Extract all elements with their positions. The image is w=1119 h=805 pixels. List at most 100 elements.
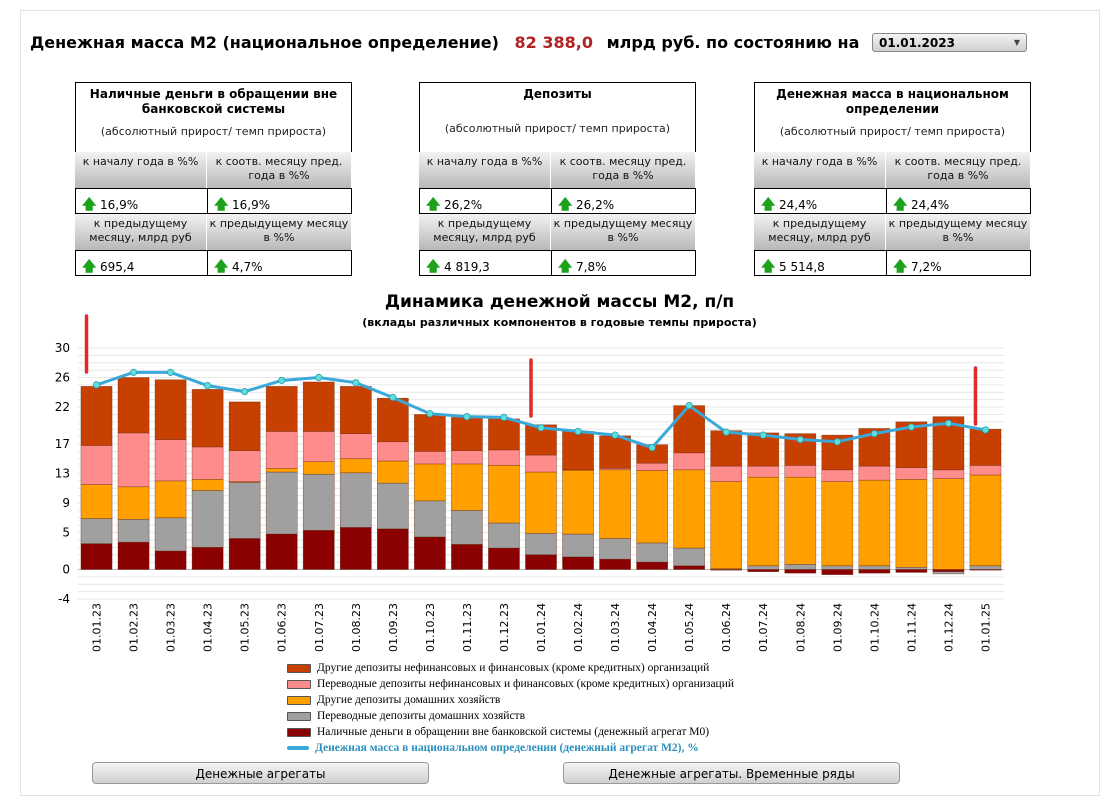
x-tick-label: 01.03.24 bbox=[609, 603, 622, 652]
m2-point bbox=[315, 373, 323, 382]
x-tick-label: 01.07.23 bbox=[313, 603, 326, 652]
header-title: Денежная масса М2 (национальное определе… bbox=[30, 33, 499, 52]
legend-label: Другие депозиты домашних хозяйств bbox=[317, 694, 501, 706]
bar-segment bbox=[376, 460, 409, 484]
bar-segment bbox=[525, 454, 557, 473]
bar-segment bbox=[636, 542, 668, 563]
value-yoy-text: 24,4% bbox=[911, 198, 950, 212]
m2-point bbox=[870, 430, 878, 438]
bar-segment bbox=[784, 476, 817, 565]
bar-segment bbox=[80, 386, 113, 446]
m2-point bbox=[648, 444, 656, 452]
bar-segment bbox=[376, 397, 409, 443]
bar-segment bbox=[969, 465, 1002, 476]
bar-segment bbox=[932, 469, 965, 479]
panel-title: Денежная масса в национальном определени… bbox=[776, 87, 1009, 116]
bar-segment bbox=[932, 478, 965, 570]
value-ytd: 🡅 26,2% bbox=[419, 188, 551, 214]
y-tick-label: 22 bbox=[55, 400, 70, 414]
legend-item: Наличные деньги в обращении вне банковск… bbox=[287, 724, 734, 740]
panel-subtitle: (абсолютный прирост/ темп прироста) bbox=[444, 122, 671, 135]
bar-segment bbox=[636, 561, 668, 570]
bar-segment bbox=[969, 428, 1002, 466]
col-header-ytd: к началу года в %% bbox=[754, 152, 886, 188]
page-frame bbox=[20, 10, 1100, 796]
x-tick-label: 01.08.23 bbox=[350, 603, 363, 652]
bar-segment bbox=[784, 569, 817, 574]
timeseries-button[interactable]: Денежные агрегаты. Временные ряды bbox=[563, 762, 900, 784]
bar-segment bbox=[673, 452, 706, 471]
bar-segment bbox=[562, 533, 594, 558]
bar-segment bbox=[895, 479, 928, 568]
m2-point bbox=[759, 431, 767, 439]
m2-point bbox=[500, 413, 508, 421]
value-ytd-text: 26,2% bbox=[444, 198, 483, 212]
panel-title-box: Денежная масса в национальном определени… bbox=[754, 82, 1031, 152]
value-yoy-text: 26,2% bbox=[576, 198, 615, 212]
aggregates-button[interactable]: Денежные агрегаты bbox=[92, 762, 429, 784]
m2-point bbox=[796, 435, 804, 444]
chart-subtitle: (вклады различных компонентов в годовые … bbox=[362, 316, 757, 329]
col-header-mom-abs: к предыдущему месяцу, млрд руб bbox=[419, 214, 551, 250]
panel-title: Наличные деньги в обращении вне банковск… bbox=[89, 87, 338, 116]
x-tick-label: 01.06.24 bbox=[720, 603, 733, 652]
bar-segment bbox=[488, 449, 520, 466]
header-value: 82 388,0 bbox=[514, 33, 593, 52]
col-header-ytd: к началу года в %% bbox=[75, 152, 207, 188]
bar-segment bbox=[339, 386, 372, 434]
bar-segment bbox=[932, 569, 965, 572]
bar-segment bbox=[228, 538, 261, 570]
x-tick-label: 01.05.23 bbox=[239, 603, 252, 652]
arrow-up-icon: 🡅 bbox=[82, 259, 97, 275]
bar-segment bbox=[488, 547, 520, 570]
value-mom-abs-text: 695,4 bbox=[100, 260, 135, 274]
bar-segment bbox=[339, 472, 372, 528]
arrow-up-icon: 🡅 bbox=[558, 197, 573, 213]
arrow-up-icon: 🡅 bbox=[426, 259, 441, 275]
x-tick-label: 01.07.24 bbox=[757, 603, 770, 652]
legend-item: Другие депозиты нефинансовых и финансовы… bbox=[287, 660, 734, 676]
bar-segment bbox=[265, 386, 298, 432]
m2-point bbox=[833, 438, 841, 446]
y-tick-label: 26 bbox=[55, 371, 70, 385]
y-tick-label: 9 bbox=[62, 496, 70, 510]
bar-segment bbox=[80, 484, 113, 519]
panel-title-box: Депозиты (абсолютный прирост/ темп приро… bbox=[419, 82, 696, 152]
date-select[interactable]: 01.01.2023 ▼ bbox=[872, 33, 1027, 52]
bar-segment bbox=[191, 479, 224, 491]
bar-segment bbox=[451, 463, 483, 511]
col-header-mom-abs: к предыдущему месяцу, млрд руб bbox=[75, 214, 207, 250]
bar-segment bbox=[265, 471, 298, 535]
bar-segment bbox=[747, 465, 780, 478]
bar-segment bbox=[191, 446, 224, 480]
bar-segment bbox=[414, 414, 446, 452]
legend-item: Переводные депозиты домашних хозяйств bbox=[287, 708, 734, 724]
value-mom-pct: 🡅 4,7% bbox=[207, 250, 352, 276]
bar-segment bbox=[747, 565, 780, 570]
bar-segment bbox=[228, 450, 261, 482]
value-yoy: 🡅 26,2% bbox=[551, 188, 696, 214]
bar-segment bbox=[895, 569, 928, 573]
x-tick-label: 01.04.23 bbox=[202, 603, 215, 652]
value-mom-pct: 🡅 7,2% bbox=[886, 250, 1031, 276]
bar-segment bbox=[376, 528, 409, 570]
chevron-down-icon[interactable]: ▼ bbox=[1013, 38, 1020, 47]
bar-segment bbox=[932, 571, 965, 575]
bar-segment bbox=[525, 471, 557, 534]
m2-point bbox=[167, 368, 175, 376]
col-header-yoy: к соотв. месяцу пред. года в %% bbox=[551, 152, 696, 188]
m2-point bbox=[611, 431, 619, 439]
bar-segment bbox=[747, 476, 780, 567]
y-tick-label: 5 bbox=[62, 526, 70, 540]
y-tick-label: 13 bbox=[55, 467, 70, 481]
x-tick-label: 01.09.24 bbox=[831, 603, 844, 652]
bar-segment bbox=[784, 564, 817, 570]
bar-segment bbox=[562, 556, 594, 570]
x-tick-label: 01.08.24 bbox=[794, 603, 807, 652]
bar-segment bbox=[858, 465, 891, 481]
m2-point bbox=[278, 376, 286, 385]
m2-point bbox=[129, 368, 138, 376]
col-header-mom-pct: к предыдущему месяцу в %% bbox=[886, 214, 1031, 250]
bar-segment bbox=[414, 463, 446, 502]
bar-segment bbox=[488, 418, 520, 451]
